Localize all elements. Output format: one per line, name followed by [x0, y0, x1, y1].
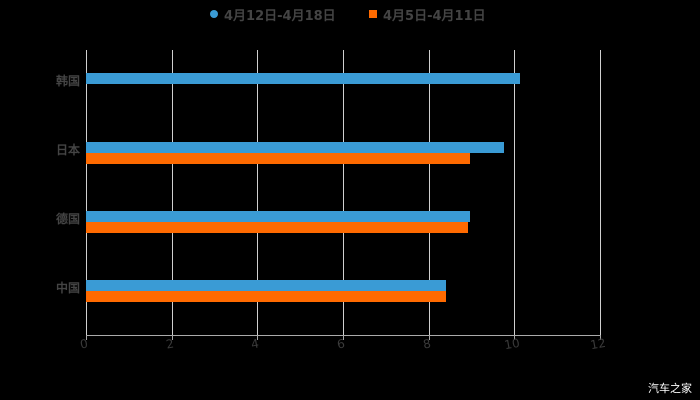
legend-label: 4月12日-4月18日 — [224, 8, 336, 24]
watermark: 汽车之家 — [648, 382, 692, 395]
category-label: 韩国 — [55, 74, 80, 88]
x-tick-label: 4 — [250, 336, 261, 352]
circle-marker-icon — [210, 10, 218, 18]
category-label: 日本 — [55, 143, 80, 157]
gridline — [257, 50, 259, 335]
x-axis-line — [86, 335, 600, 336]
bar[interactable] — [86, 153, 471, 164]
x-tick-label: 0 — [79, 336, 89, 352]
x-tick — [514, 335, 516, 340]
x-tick — [343, 335, 344, 340]
bar[interactable] — [86, 222, 469, 233]
x-tick-label: 8 — [421, 336, 432, 352]
legend-label: 4月5日-4月11日 — [383, 8, 486, 24]
x-tick-label: 6 — [336, 336, 346, 352]
legend-item-series1[interactable]: 4月12日-4月18日 — [210, 5, 336, 24]
x-tick — [171, 335, 173, 340]
x-tick — [86, 335, 87, 340]
square-marker-icon — [369, 10, 377, 18]
x-tick — [600, 335, 601, 340]
gridline — [171, 50, 173, 335]
legend-item-series2[interactable]: 4月5日-4月11日 — [369, 5, 486, 24]
bar[interactable] — [86, 280, 447, 291]
gridline — [428, 50, 430, 335]
x-tick-label: 2 — [164, 336, 175, 352]
gridline — [514, 50, 516, 335]
x-tick-label: 12 — [589, 335, 607, 353]
bar[interactable] — [86, 73, 520, 84]
category-label: 德国 — [55, 212, 80, 226]
gridline — [86, 50, 87, 335]
bar[interactable] — [86, 211, 471, 222]
gridline — [343, 50, 344, 335]
x-tick — [257, 335, 259, 340]
bar[interactable] — [86, 291, 447, 302]
legend: 4月12日-4月18日 4月5日-4月11日 — [0, 5, 700, 24]
gridline — [600, 50, 601, 335]
x-tick — [428, 335, 430, 340]
x-tick-label: 10 — [503, 335, 522, 353]
bar[interactable] — [86, 142, 505, 153]
category-label: 中国 — [55, 281, 80, 295]
